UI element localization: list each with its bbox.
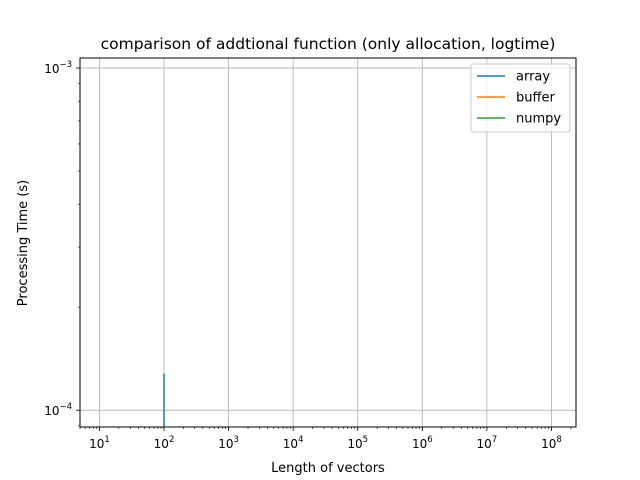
x-tick-label: 108 (541, 435, 562, 451)
y-axis-label: Processing Time (s) (16, 180, 31, 306)
chart-title: comparison of addtional function (only a… (101, 35, 556, 53)
x-tick-label: 106 (412, 435, 433, 451)
x-tick-label: 103 (218, 435, 239, 451)
plot-frame (79, 57, 577, 428)
x-tick-label: 107 (477, 435, 498, 451)
legend: array buffer numpy (470, 63, 571, 133)
x-axis-label: Length of vectors (271, 461, 385, 476)
x-tick-label: 105 (347, 435, 368, 451)
legend-label-numpy: numpy (516, 112, 561, 127)
x-tick-label: 101 (89, 435, 110, 451)
x-tick-label: 102 (154, 435, 175, 451)
legend-label-array: array (516, 70, 550, 85)
y-tick-label: 10−3 (44, 60, 72, 76)
x-tick-label: 104 (283, 435, 304, 451)
legend-box (470, 63, 571, 133)
y-tick-label: 10−4 (44, 402, 72, 418)
x-axis: 101 102 103 104 105 106 107 108 (79, 427, 572, 451)
y-axis: 10−3 10−4 (44, 60, 80, 427)
legend-label-buffer: buffer (516, 91, 555, 106)
